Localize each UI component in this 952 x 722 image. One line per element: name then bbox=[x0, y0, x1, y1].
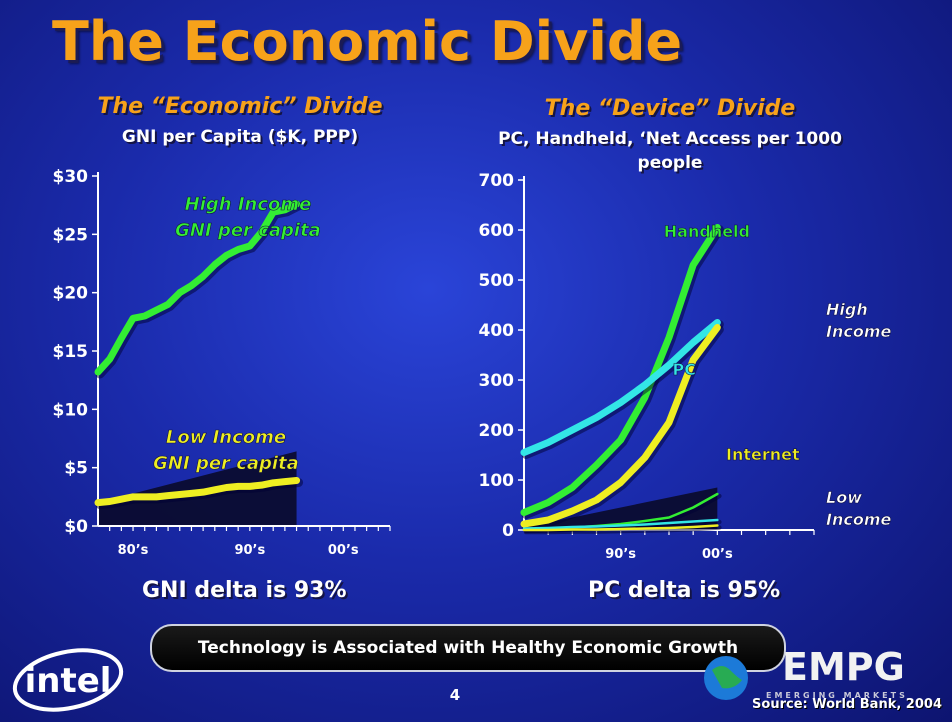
slide-title: The Economic Divide bbox=[52, 10, 683, 73]
series-label: GNI per capita bbox=[153, 453, 299, 474]
y-tick-label: $30 bbox=[53, 167, 89, 187]
series-line bbox=[520, 319, 721, 456]
series-label: Income bbox=[826, 510, 891, 529]
y-tick-label: 600 bbox=[479, 221, 515, 241]
series-line bbox=[522, 518, 719, 530]
y-tick-label: $10 bbox=[53, 400, 89, 420]
right-chart-subtitle: PC, Handheld, ‘Net Access per 1000 peopl… bbox=[498, 129, 842, 173]
x-tick-label: 90’s bbox=[605, 547, 636, 562]
intel-logo: intel bbox=[12, 648, 124, 712]
gap-band bbox=[98, 451, 297, 526]
series-label: Low Income bbox=[166, 427, 286, 448]
page-number: 4 bbox=[449, 686, 461, 704]
empg-tagline: EMERGING MARKETS bbox=[766, 691, 908, 700]
x-tick-label: 90’s bbox=[234, 543, 265, 558]
conclusion-banner: Technology is Associated with Healthy Ec… bbox=[150, 624, 786, 672]
series-label: Handheld bbox=[664, 222, 750, 241]
pc-delta-text: PC delta is 95% bbox=[588, 578, 781, 603]
series-label: High Income bbox=[185, 194, 312, 215]
y-tick-label: $15 bbox=[53, 342, 89, 362]
device-divide-chart: 0 100 200 300 400 500 600 700 90’s 00’s Handheld PC… bbox=[479, 171, 892, 562]
economic-divide-chart: $0 $5 $10 $15 $20 $25 $30 80’s 90’s 00’s High Inco… bbox=[53, 167, 391, 558]
y-tick-label: $0 bbox=[64, 517, 88, 537]
y-tick-label: 200 bbox=[479, 421, 515, 441]
conclusion-banner-text: Technology is Associated with Healthy Ec… bbox=[197, 638, 739, 658]
series-label: Low bbox=[826, 488, 862, 507]
y-tick-label: $25 bbox=[53, 225, 89, 245]
series-line bbox=[522, 524, 719, 532]
x-tick-label: 00’s bbox=[702, 547, 733, 562]
y-tick-label: 100 bbox=[479, 471, 515, 491]
empg-logo-text: EMPG bbox=[782, 645, 905, 689]
series-label: High bbox=[826, 300, 868, 319]
intel-logo-text: intel bbox=[25, 661, 112, 701]
y-tick-label: $20 bbox=[53, 284, 89, 304]
series-line bbox=[520, 224, 721, 516]
series-label: PC bbox=[673, 360, 696, 379]
y-tick-label: 400 bbox=[479, 321, 515, 341]
series-label: Income bbox=[826, 322, 891, 341]
source-citation: Source: World Bank, 2004 bbox=[752, 697, 942, 712]
y-tick-label: $5 bbox=[64, 459, 88, 479]
x-tick-label: 00’s bbox=[328, 543, 359, 558]
y-tick-label: 0 bbox=[502, 521, 514, 541]
empg-logo: EMPG EMERGING MARKETS bbox=[704, 645, 908, 700]
series-label: Internet bbox=[726, 445, 800, 464]
gni-delta-text: GNI delta is 93% bbox=[142, 578, 347, 603]
series-line-shadow bbox=[523, 525, 722, 535]
y-tick-label: 700 bbox=[479, 171, 515, 191]
y-tick-label: 500 bbox=[479, 271, 515, 291]
series-label: GNI per capita bbox=[175, 220, 321, 241]
y-tick-label: 300 bbox=[479, 371, 515, 391]
series-line bbox=[520, 324, 721, 528]
series-line bbox=[94, 477, 301, 507]
series-line bbox=[94, 200, 301, 376]
left-chart-subtitle: GNI per Capita ($K, PPP) bbox=[121, 127, 359, 147]
right-chart-title: The “Device” Divide bbox=[544, 96, 796, 121]
x-tick-label: 80’s bbox=[118, 543, 149, 558]
left-chart-title: The “Economic” Divide bbox=[97, 94, 383, 119]
